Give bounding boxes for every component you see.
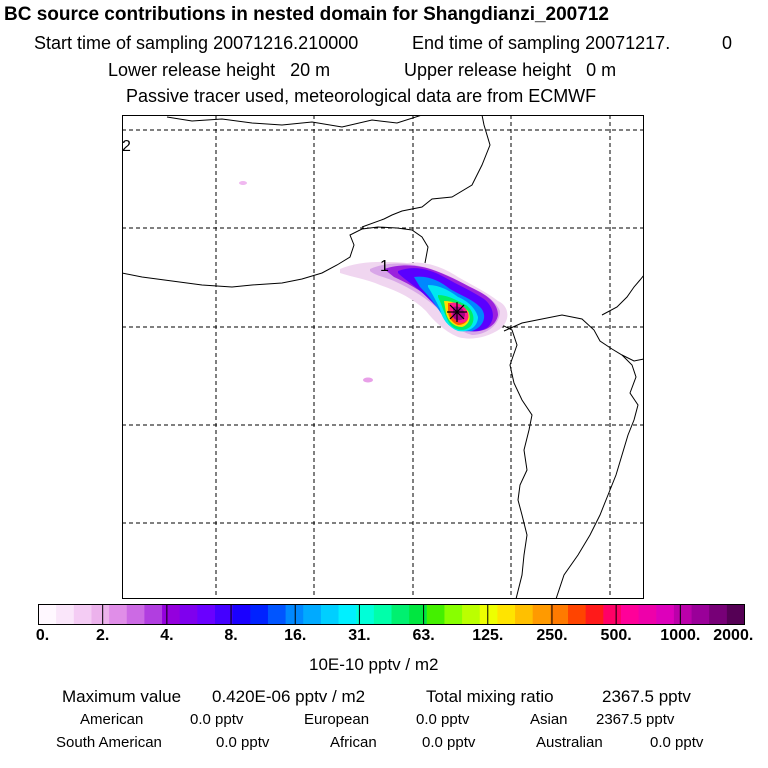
- region-name: American: [80, 711, 144, 728]
- colorbar-cell: [38, 604, 57, 625]
- colorbar-cell: [620, 604, 639, 625]
- colorbar-cell: [391, 604, 410, 625]
- map-panel: 1 2: [122, 115, 644, 599]
- colorbar-cell: [373, 604, 392, 625]
- start-time-label: Start time of sampling: [34, 33, 209, 53]
- colorbar: [38, 604, 745, 625]
- colorbar-cell: [232, 604, 251, 625]
- end-time-label: End time of sampling: [412, 33, 581, 53]
- colorbar-cell: [56, 604, 75, 625]
- graticule: [122, 115, 644, 599]
- colorbar-cell: [320, 604, 339, 625]
- colorbar-cell: [179, 604, 198, 625]
- domain-label-2: 2: [122, 138, 131, 155]
- colorbar-frame: [38, 604, 745, 625]
- colorbar-tick-label: 125.: [472, 627, 504, 644]
- max-value-label: Maximum value: [62, 687, 182, 706]
- region-name: African: [330, 734, 377, 751]
- colorbar-cell: [603, 604, 622, 625]
- colorbar-tick-label: 250.: [536, 627, 568, 644]
- colorbar-cell: [285, 604, 304, 625]
- colorbar-cell: [726, 604, 745, 625]
- region-name: European: [304, 711, 370, 728]
- colorbar-cell: [126, 604, 145, 625]
- colorbar-tick-label: 1000.: [660, 627, 701, 644]
- tracer-note: Passive tracer used, meteorological data…: [126, 86, 597, 106]
- colorbar-cell: [550, 604, 569, 625]
- colorbar-cell: [162, 604, 181, 625]
- colorbar-cell: [568, 604, 587, 625]
- end-time: End time of sampling 20071217.: [412, 33, 670, 54]
- colorbar-cell: [497, 604, 516, 625]
- colorbar-cell: [215, 604, 234, 625]
- colorbar-cell: [197, 604, 216, 625]
- colorbar-cell: [73, 604, 92, 625]
- colorbar-cell: [356, 604, 375, 625]
- start-time: Start time of sampling 20071216.210000: [34, 33, 358, 54]
- total-mixing-label: Total mixing ratio: [426, 687, 554, 706]
- colorbar-cells: [38, 604, 745, 625]
- domain-label-1: 1: [380, 258, 389, 275]
- colorbar-tick-label: 2.: [96, 627, 110, 644]
- plot-title: BC source contributions in nested domain…: [4, 4, 609, 25]
- colorbar-cell: [691, 604, 710, 625]
- colorbar-cell: [479, 604, 498, 625]
- colorbar-tick-label: 63.: [412, 627, 435, 644]
- colorbar-cell: [532, 604, 551, 625]
- start-time-value: 20071216.210000: [213, 33, 359, 53]
- colorbar-cell: [585, 604, 604, 625]
- region-value: 0.0 pptv: [216, 734, 270, 751]
- region-value: 2367.5 pptv: [596, 711, 675, 728]
- colorbar-tick-label: 0.: [35, 627, 50, 644]
- colorbar-tick-label: 16.: [284, 627, 307, 644]
- map-frame: [122, 115, 644, 599]
- colorbar-cell: [462, 604, 481, 625]
- region-name: Asian: [530, 711, 568, 728]
- colorbar-cell: [144, 604, 163, 625]
- colorbar-tick-label: 8.: [224, 627, 238, 644]
- colorbar-cell: [426, 604, 445, 625]
- coastlines: [122, 115, 644, 599]
- lower-release-label: Lower release height: [108, 60, 276, 80]
- colorbar-cell: [709, 604, 728, 625]
- colorbar-cell: [409, 604, 428, 625]
- region-value: 0.0 pptv: [416, 711, 470, 728]
- end-time-suffix: 0: [722, 33, 733, 53]
- colorbar-cell: [515, 604, 534, 625]
- lower-release-value: 20 m: [290, 60, 331, 80]
- region-name: Australian: [536, 734, 603, 751]
- receptor-star-icon: [447, 302, 467, 322]
- total-mixing-value: 2367.5 pptv: [602, 687, 691, 706]
- colorbar-cell: [267, 604, 286, 625]
- colorbar-cell: [91, 604, 110, 625]
- upper-release-value: 0 m: [586, 60, 617, 80]
- upper-release-label: Upper release height: [404, 60, 572, 80]
- colorbar-cell: [109, 604, 128, 625]
- colorbar-tick-label: 4.: [160, 627, 174, 644]
- colorbar-cell: [338, 604, 357, 625]
- lower-release-height: Lower release height 20 m: [108, 60, 330, 81]
- colorbar-tick-label: 2000.: [713, 627, 754, 644]
- colorbar-cell: [303, 604, 322, 625]
- end-time-value: 20071217.: [585, 33, 671, 53]
- colorbar-cell: [250, 604, 269, 625]
- colorbar-tick-label: 500.: [600, 627, 632, 644]
- region-value: 0.0 pptv: [422, 734, 476, 751]
- colorbar-tick-label: 31.: [348, 627, 371, 644]
- colorbar-unit: 10E-10 pptv / m2: [309, 655, 439, 674]
- upper-release-height: Upper release height 0 m: [404, 60, 616, 81]
- colorbar-cell: [656, 604, 675, 625]
- region-name: South American: [56, 734, 162, 751]
- colorbar-cell: [673, 604, 692, 625]
- region-value: 0.0 pptv: [190, 711, 244, 728]
- colorbar-dividers: [102, 604, 681, 625]
- colorbar-cell: [444, 604, 463, 625]
- colorbar-cell: [638, 604, 657, 625]
- max-value: 0.420E-06 pptv / m2: [212, 687, 366, 706]
- region-value: 0.0 pptv: [650, 734, 704, 751]
